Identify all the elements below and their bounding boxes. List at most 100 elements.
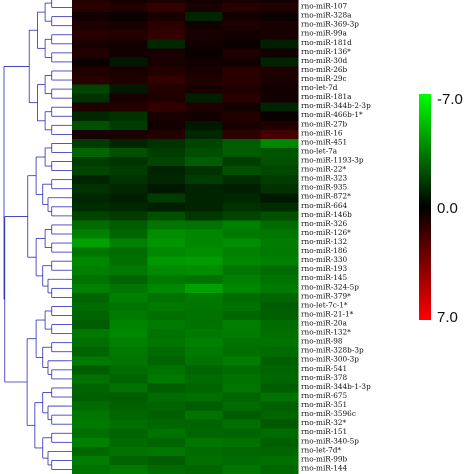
heatmap-cell [222,39,261,49]
row-label: rno-miR-126* [301,228,351,237]
heatmap-cell [185,428,224,439]
heatmap-cell [222,93,261,104]
heatmap-cell [260,238,299,248]
heatmap-cell [109,392,148,402]
heatmap-cell [222,184,261,194]
heatmap-cell [72,301,111,312]
heatmap-cell [185,157,224,167]
color-scale-bar [419,94,431,320]
heatmap-cell [147,446,186,457]
heatmap-cell [222,374,261,384]
heatmap-cell [222,21,261,31]
heatmap-cell [147,175,186,185]
heatmap-cell [109,310,148,321]
heatmap-cell [109,437,148,448]
heatmap-cell [109,21,148,31]
heatmap-cell [147,84,186,95]
heatmap-cell [72,464,111,474]
heatmap-cell [222,57,261,67]
heatmap-cell [72,446,111,457]
heatmap-cell [147,464,186,474]
heatmap-cell [222,211,261,221]
heatmap-cell [109,401,148,412]
heatmap-cell [72,229,111,239]
heatmap-cell [260,202,299,212]
heatmap-cell [185,401,224,412]
row-label: rno-miR-21-1* [301,309,354,318]
heatmap-cell [147,75,186,85]
heatmap-cell [72,410,111,421]
heatmap-cell [222,30,261,40]
heatmap-cell [260,247,299,258]
heatmap-cell [109,265,148,276]
heatmap-cell [260,0,299,4]
heatmap-cell [147,30,186,40]
heatmap-cell [147,193,186,203]
heatmap-cell [260,12,299,22]
heatmap-cell [260,84,299,95]
heatmap-cell [260,329,299,339]
heatmap-cell [222,84,261,95]
heatmap-cell [222,329,261,339]
heatmap-cell [185,202,224,212]
heatmap-cell [260,256,299,267]
row-label: rno-miR-181a [301,92,352,101]
row-label: rno-let-7d [301,83,338,92]
heatmap-cell [222,401,261,412]
heatmap-cell [109,0,148,4]
heatmap-cell [185,102,224,113]
heatmap-cell [222,310,261,321]
row-label: rno-miR-107 [301,2,348,11]
heatmap-cell [222,419,261,430]
heatmap-cell [260,265,299,276]
heatmap-cell [109,57,148,67]
heatmap-cell [260,365,299,375]
heatmap-cell [222,129,261,140]
heatmap-cell [260,410,299,421]
heatmap-cell [72,147,111,158]
heatmap-cell [222,238,261,248]
heatmap-cell [185,111,224,122]
heatmap-cell [185,301,224,312]
heatmap-cell [185,446,224,457]
row-label: rno-miR-328b-3p [301,346,364,355]
heatmap-cell [72,66,111,76]
heatmap-cell [147,157,186,167]
heatmap-cell [185,3,224,13]
heatmap-cell [147,220,186,230]
heatmap-cell [72,401,111,412]
heatmap-cell [222,356,261,366]
heatmap-cell [147,129,186,140]
heatmap-cell [109,347,148,357]
heatmap-cell [147,320,186,330]
heatmap-cell [109,12,148,22]
row-label: rno-miR-16 [301,128,343,137]
row-label: rno-miR-186 [301,246,348,255]
heatmap-cell [185,320,224,330]
heatmap-cell [260,175,299,185]
heatmap-cell [109,102,148,113]
heatmap-cell [147,21,186,31]
heatmap-cell [185,30,224,40]
row-label: rno-miR-872* [301,192,351,201]
heatmap-cell [260,320,299,330]
heatmap-cell [147,338,186,348]
heatmap-cell [260,464,299,474]
row-dendrogram [3,0,72,470]
heatmap-cell [222,256,261,267]
scale-label-min: -7.0 [437,91,463,108]
heatmap-cell [109,301,148,312]
row-label: rno-miR-132 [301,237,347,246]
row-label: rno-miR-351 [301,400,347,409]
heatmap-cell [72,202,111,212]
heatmap-cell [72,383,111,393]
heatmap-cell [109,66,148,76]
heatmap-cell [260,347,299,357]
heatmap-cell [147,57,186,67]
heatmap-cell [185,374,224,384]
heatmap-cell [185,464,224,474]
heatmap-cell [185,347,224,357]
heatmap-cell [109,75,148,85]
heatmap-cell [109,292,148,303]
row-label: rno-miR-330 [301,255,348,264]
